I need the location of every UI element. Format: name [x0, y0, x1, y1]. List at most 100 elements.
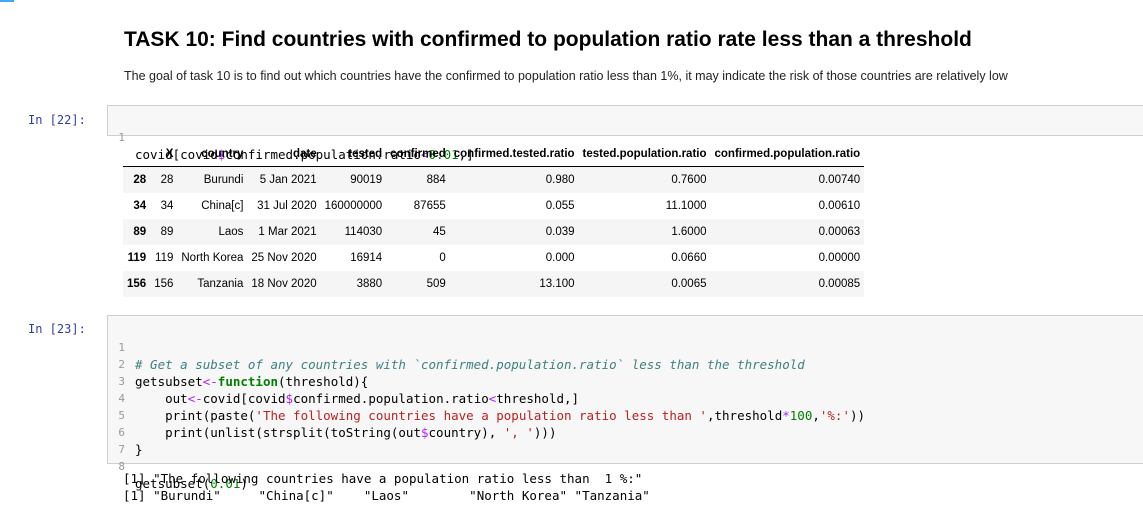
cell-prompt-22: In [22]:	[28, 113, 86, 127]
code-keyword: function	[217, 374, 279, 389]
code-text: getsubset<-function(threshold){	[135, 373, 368, 390]
code-token: out	[135, 391, 188, 406]
column-header: confirmed	[386, 142, 450, 167]
column-header: tested	[320, 142, 387, 167]
table-cell: 1.6000	[671, 226, 707, 238]
row-index: 119	[127, 252, 147, 264]
table-cell: 119	[155, 252, 174, 264]
row-index: 28	[133, 174, 147, 186]
row-index: 34	[133, 200, 147, 212]
table-cell: 0.039	[545, 226, 575, 238]
code-cell-23[interactable]: 1 # Get a subset of any countries with `…	[107, 315, 1143, 491]
table-cell: 1 Mar 2021	[258, 226, 317, 238]
table-cell: 89	[160, 226, 174, 238]
table-cell: 0.00740	[818, 174, 861, 186]
table-cell: 28	[160, 174, 174, 186]
line-number: 4	[118, 392, 125, 405]
code-token: $	[420, 425, 429, 440]
code-line: 7	[108, 424, 138, 456]
code-line: 3 out<-covid[covid$confirmed.population.…	[108, 356, 579, 406]
table-row: 119 119 North Korea 25 Nov 2020 16914 0 …	[123, 245, 864, 271]
table-cell: 0	[439, 252, 446, 264]
output-line: [1] "Burundi" "China[c]" "Laos" "North K…	[123, 488, 650, 503]
code-number: 100	[789, 408, 813, 423]
code-string: ', '	[503, 425, 534, 440]
code-token: getsubset	[135, 374, 203, 389]
dataframe-output: X country date tested confirmed confirme…	[123, 142, 865, 297]
code-text: out<-covid[covid$confirmed.population.ra…	[135, 390, 579, 407]
code-line: 1 covid[covid$confirmed.population.ratio…	[108, 112, 473, 162]
column-header: X	[150, 142, 178, 167]
column-header	[123, 142, 151, 167]
top-border	[0, 0, 1143, 2]
code-line: 2 getsubset<-function(threshold){	[108, 339, 368, 389]
table-cell: 0.00610	[818, 200, 861, 212]
selected-cell-indicator	[0, 0, 14, 2]
table-cell: 114030	[344, 226, 383, 238]
line-number: 7	[118, 443, 125, 456]
table-cell: 16914	[350, 252, 383, 264]
row-index: 156	[127, 278, 147, 290]
table-cell: 45	[432, 226, 446, 238]
table-cell: 11.1000	[665, 200, 707, 212]
code-text: }	[135, 441, 143, 458]
code-token: confirmed.population.ratio	[293, 391, 489, 406]
table-cell: China[c]	[201, 200, 244, 212]
code-token: ))	[849, 408, 866, 423]
table-cell: 34	[160, 200, 174, 212]
table-cell: 509	[426, 278, 446, 290]
code-string: 'The following countries have a populati…	[255, 408, 707, 423]
code-token: <-	[187, 391, 203, 406]
cell-prompt-23: In [23]:	[28, 322, 86, 336]
column-header: country	[177, 142, 248, 167]
code-text: getsubset(0.01)	[135, 475, 248, 492]
table-cell: 90019	[350, 174, 383, 186]
table-cell: 0.000	[545, 252, 575, 264]
code-token: ,threshold	[706, 408, 783, 423]
table-cell: 3880	[356, 278, 383, 290]
line-number: 5	[118, 409, 125, 422]
table-cell: 0.0065	[671, 278, 707, 290]
code-cell-22[interactable]: 1 covid[covid$confirmed.population.ratio…	[107, 105, 1143, 162]
output-line: [1] "The following countries have a popu…	[123, 471, 643, 486]
table-row: 156 156 Tanzania 18 Nov 2020 3880 509 13…	[123, 271, 865, 297]
task-description: The goal of task 10 is to find out which…	[124, 69, 1008, 83]
code-token: print(unlist(strsplit(toString(out	[135, 425, 421, 440]
table-cell: Laos	[218, 226, 244, 238]
task-title: TASK 10: Find countries with confirmed t…	[124, 28, 972, 51]
table-cell: 156	[154, 278, 174, 290]
table-cell: 5 Jan 2021	[259, 174, 317, 186]
table-cell: 13.100	[539, 278, 575, 290]
table-cell: 87655	[413, 200, 446, 212]
column-header: confirmed.tested.ratio	[449, 142, 579, 167]
code-string: '%:'	[819, 408, 850, 423]
code-token: <	[488, 391, 497, 406]
table-cell: 0.0660	[671, 252, 707, 264]
table-cell: North Korea	[181, 252, 244, 264]
code-text: # Get a subset of any countries with `co…	[135, 356, 805, 373]
line-number: 1	[118, 131, 125, 144]
code-token: covid[covid	[202, 391, 286, 406]
code-token: country),	[428, 425, 504, 440]
column-header: date	[247, 142, 321, 167]
code-token: (threshold){	[278, 374, 369, 389]
table-header-row: X country date tested confirmed confirme…	[123, 142, 865, 167]
table-cell: Burundi	[203, 174, 244, 186]
table-cell: 0.7600	[671, 174, 707, 186]
table-row: 34 34 China[c] 31 Jul 2020 160000000 876…	[123, 193, 864, 219]
line-number: 2	[118, 358, 125, 371]
line-number: 1	[118, 341, 125, 354]
table-cell: 0.00063	[818, 226, 861, 238]
code-token: *	[782, 408, 790, 423]
column-header: confirmed.population.ratio	[710, 142, 865, 167]
table-cell: 884	[426, 174, 446, 186]
cell-output-23: [1] "The following countries have a popu…	[123, 470, 650, 504]
code-token: $	[285, 391, 294, 406]
table-cell: 0.00085	[818, 278, 861, 290]
line-number: 3	[118, 375, 125, 388]
table-cell: 160000000	[324, 200, 383, 212]
code-line: 4 print(paste('The following countries h…	[108, 373, 865, 423]
table-cell: 25 Nov 2020	[251, 252, 317, 264]
code-token: }	[135, 442, 143, 457]
code-token: getsubset(	[135, 476, 211, 491]
